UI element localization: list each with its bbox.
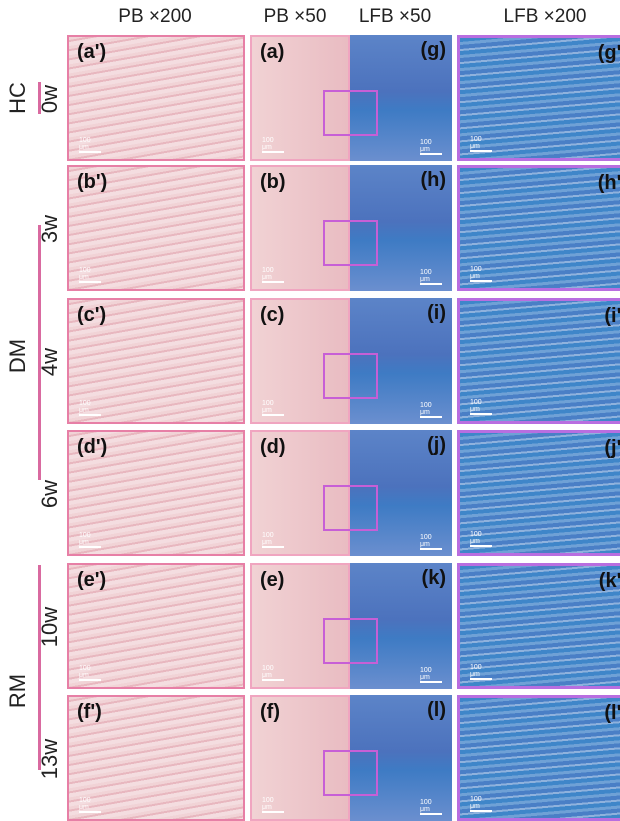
- time-label: 4w: [37, 322, 63, 402]
- scale-bar: 100 μm: [470, 266, 492, 282]
- micrograph-panel: (d') 100 μm: [67, 430, 245, 556]
- panel-label: (k): [422, 567, 446, 590]
- panel-label: (e'): [77, 569, 106, 592]
- scale-bar: 100 μm: [262, 665, 284, 681]
- micrograph-panel: (c') 100 μm: [67, 298, 245, 424]
- micrograph-panel: (j') 100 μm: [457, 430, 620, 556]
- zoom-box: [323, 750, 378, 796]
- panel-label: (d): [260, 436, 286, 459]
- scale-bar: 100 μm: [262, 532, 284, 548]
- scale-bar: 100 μm: [420, 667, 442, 683]
- group-label: HC: [5, 58, 31, 138]
- figure: PB ×200PB ×50LFB ×50LFB ×200HCDMRM0w(a')…: [0, 0, 620, 821]
- panel-label: (l): [427, 699, 446, 722]
- scale-bar: 100 μm: [262, 267, 284, 283]
- scale-bar: 100 μm: [262, 400, 284, 416]
- panel-label: (b'): [77, 171, 107, 194]
- micrograph-panel: (i') 100 μm: [457, 298, 620, 424]
- panel-label: (d'): [77, 436, 107, 459]
- panel-label: (i): [427, 302, 446, 325]
- micrograph-panel: (k') 100 μm: [457, 563, 620, 689]
- panel-label: (c'): [77, 304, 106, 327]
- time-label: 0w: [37, 59, 63, 139]
- micrograph-panel: (b') 100 μm: [67, 165, 245, 291]
- panel-label: (f'): [77, 701, 102, 724]
- micrograph-panel: (e') 100 μm: [67, 563, 245, 689]
- scale-bar: 100 μm: [470, 136, 492, 152]
- scale-bar: 100 μm: [79, 267, 101, 283]
- panel-label: (j'): [604, 437, 620, 460]
- scale-bar: 100 μm: [79, 797, 101, 813]
- column-header: PB ×50: [240, 6, 350, 28]
- scale-bar: 100 μm: [79, 137, 101, 153]
- zoom-box: [323, 90, 378, 136]
- zoom-box: [323, 485, 378, 531]
- panel-label: (c): [260, 304, 284, 327]
- scale-bar: 100 μm: [470, 664, 492, 680]
- scale-bar: 100 μm: [470, 796, 492, 812]
- time-label: 3w: [37, 189, 63, 269]
- column-header: LFB ×50: [340, 6, 450, 28]
- scale-bar: 100 μm: [420, 799, 442, 815]
- time-label: 6w: [37, 454, 63, 534]
- panel-label: (l'): [604, 702, 620, 725]
- zoom-box: [323, 220, 378, 266]
- micrograph-panel: (g') 100 μm: [457, 35, 620, 161]
- panel-label: (a'): [77, 41, 106, 64]
- panel-label: (g): [420, 39, 446, 62]
- scale-bar: 100 μm: [420, 269, 442, 285]
- time-label: 10w: [37, 587, 63, 667]
- scale-bar: 100 μm: [420, 139, 442, 155]
- group-label: DM: [5, 316, 31, 396]
- panel-label: (g'): [598, 42, 620, 65]
- panel-label: (e): [260, 569, 284, 592]
- panel-label: (h): [420, 169, 446, 192]
- scale-bar: 100 μm: [470, 531, 492, 547]
- panel-label: (i'): [604, 305, 620, 328]
- column-header: PB ×200: [80, 6, 230, 28]
- scale-bar: 100 μm: [79, 532, 101, 548]
- scale-bar: 100 μm: [262, 137, 284, 153]
- panel-label: (h'): [598, 172, 620, 195]
- zoom-box: [323, 353, 378, 399]
- panel-label: (b): [260, 171, 286, 194]
- panel-label: (k'): [599, 570, 620, 593]
- panel-label: (j): [427, 434, 446, 457]
- micrograph-panel: (a') 100 μm: [67, 35, 245, 161]
- micrograph-panel: (h') 100 μm: [457, 165, 620, 291]
- micrograph-panel: (l') 100 μm: [457, 695, 620, 821]
- column-header: LFB ×200: [470, 6, 620, 28]
- scale-bar: 100 μm: [420, 534, 442, 550]
- panel-label: (a): [260, 41, 284, 64]
- zoom-box: [323, 618, 378, 664]
- scale-bar: 100 μm: [79, 665, 101, 681]
- time-label: 13w: [37, 719, 63, 799]
- scale-bar: 100 μm: [470, 399, 492, 415]
- group-label: RM: [5, 651, 31, 731]
- scale-bar: 100 μm: [79, 400, 101, 416]
- panel-label: (f): [260, 701, 280, 724]
- micrograph-panel: (f') 100 μm: [67, 695, 245, 821]
- scale-bar: 100 μm: [420, 402, 442, 418]
- scale-bar: 100 μm: [262, 797, 284, 813]
